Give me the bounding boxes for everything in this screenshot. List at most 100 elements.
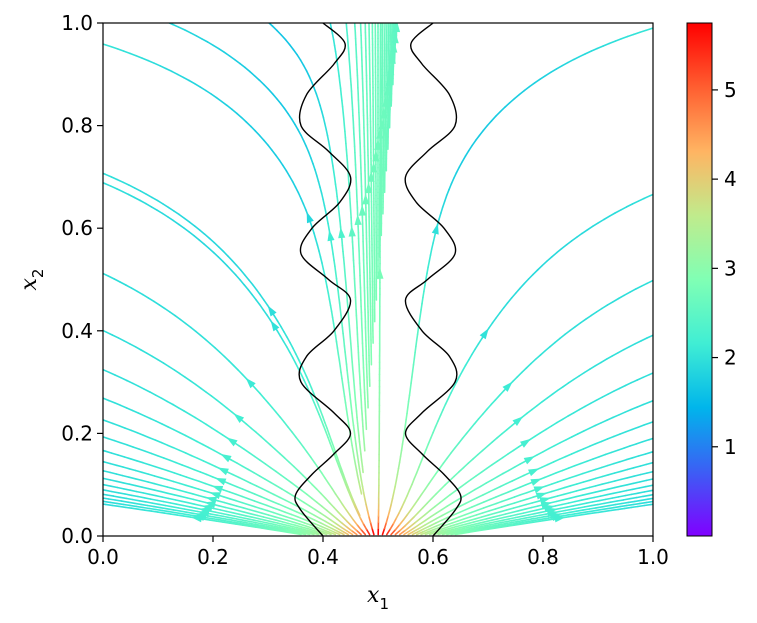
streamline-segment [590, 311, 598, 317]
streamline-segment [491, 316, 498, 324]
streamline-segment [350, 355, 354, 363]
streamline-segment [338, 359, 342, 368]
streamline-segment [477, 413, 484, 420]
streamline-segment [305, 525, 314, 529]
streamline-segment [142, 492, 151, 496]
streamline-segment [173, 428, 181, 434]
streamline-segment [557, 509, 567, 513]
streamline-segment [645, 470, 653, 474]
streamline-segment [253, 75, 261, 81]
streamline-segment [351, 497, 356, 505]
streamline-segment [584, 50, 593, 55]
streamline-segment [600, 358, 608, 364]
streamline-segment [299, 59, 305, 67]
streamline-segment [614, 502, 623, 506]
streamline-segment [294, 362, 300, 370]
streamline-segment [634, 285, 643, 290]
streamline-segment [567, 464, 576, 469]
streamline-segment [283, 523, 292, 528]
streamline-segment [163, 512, 172, 515]
streamline-segment [235, 499, 244, 504]
streamline-segment [188, 79, 196, 85]
streamline-segment [262, 516, 271, 520]
streamline-segment [594, 440, 603, 445]
streamline-segment [124, 506, 133, 510]
streamline-segment [601, 481, 610, 486]
streamline-segment [120, 376, 128, 382]
streamline-segment [365, 528, 371, 536]
streamline-segment [117, 454, 125, 458]
streamline-segment [541, 260, 548, 267]
streamline-segment [307, 527, 316, 532]
streamline-segment [179, 510, 188, 514]
streamline-segment [603, 215, 611, 221]
streamline-segment [617, 507, 626, 511]
streamline-segment [446, 532, 455, 536]
streamline-segment [283, 421, 290, 429]
streamline-segment [235, 264, 242, 271]
streamline-segment [255, 510, 263, 515]
streamline-segment [318, 250, 322, 258]
streamline-segment [351, 361, 354, 370]
streamline-segment [319, 512, 327, 518]
streamline-segment [345, 363, 348, 372]
streamline-segment [480, 524, 489, 528]
streamline-segment [292, 48, 298, 56]
streamline-segment [455, 375, 461, 383]
streamline-segment [591, 499, 601, 503]
streamline-segment [581, 492, 590, 497]
streamline-segment [129, 52, 137, 57]
streamline-segment [638, 485, 647, 489]
streamline-segment [607, 472, 616, 476]
streamline-segment [105, 420, 114, 425]
streamline-segment [149, 417, 157, 423]
streamline-segment [232, 511, 241, 516]
streamline-segment [488, 322, 494, 329]
streamline-segment [327, 482, 333, 490]
streamline-segment [635, 495, 644, 499]
streamline-segment [236, 485, 244, 490]
streamline-segment [315, 501, 323, 508]
streamline-segment [520, 514, 530, 518]
streamline-segment [331, 32, 335, 41]
streamline-segment [128, 483, 137, 487]
streamline-segment [512, 445, 520, 452]
streamline-segment [173, 210, 181, 216]
streamline-arrow [204, 501, 216, 509]
streamline-segment [440, 206, 444, 214]
streamline-segment [239, 62, 246, 69]
streamline-segment [243, 283, 249, 291]
streamline-segment [341, 515, 348, 523]
streamline-segment [363, 497, 367, 506]
streamline-segment [172, 219, 180, 226]
streamline-segment [278, 503, 286, 508]
streamline-segment [349, 491, 354, 500]
streamline-segment [613, 485, 622, 489]
streamline-segment [611, 351, 619, 357]
streamline-segment [297, 470, 304, 477]
streamline-segment [161, 212, 169, 218]
streamline-arrow [220, 453, 232, 463]
streamline-segment [582, 479, 591, 483]
streamline-segment [487, 488, 496, 494]
streamline-segment [158, 303, 166, 310]
streamline-segment [461, 531, 470, 535]
streamline-segment [154, 465, 163, 470]
streamline-segment [289, 529, 298, 533]
streamline-segment [248, 508, 257, 513]
streamline-segment [202, 518, 211, 521]
streamline-segment [222, 521, 231, 524]
streamline-segment [458, 508, 467, 514]
streamline-segment [547, 444, 556, 450]
streamline-segment [457, 518, 466, 522]
streamline-segment [587, 468, 596, 473]
streamline-segment [244, 274, 250, 281]
streamline-segment [288, 43, 295, 51]
streamline-segment [286, 336, 291, 344]
streamline-segment [283, 107, 289, 115]
streamline-segment [625, 428, 633, 433]
streamline-segment [359, 517, 365, 525]
streamline-segment [518, 89, 526, 96]
streamline-segment [171, 505, 179, 509]
streamline-segment [104, 43, 113, 48]
